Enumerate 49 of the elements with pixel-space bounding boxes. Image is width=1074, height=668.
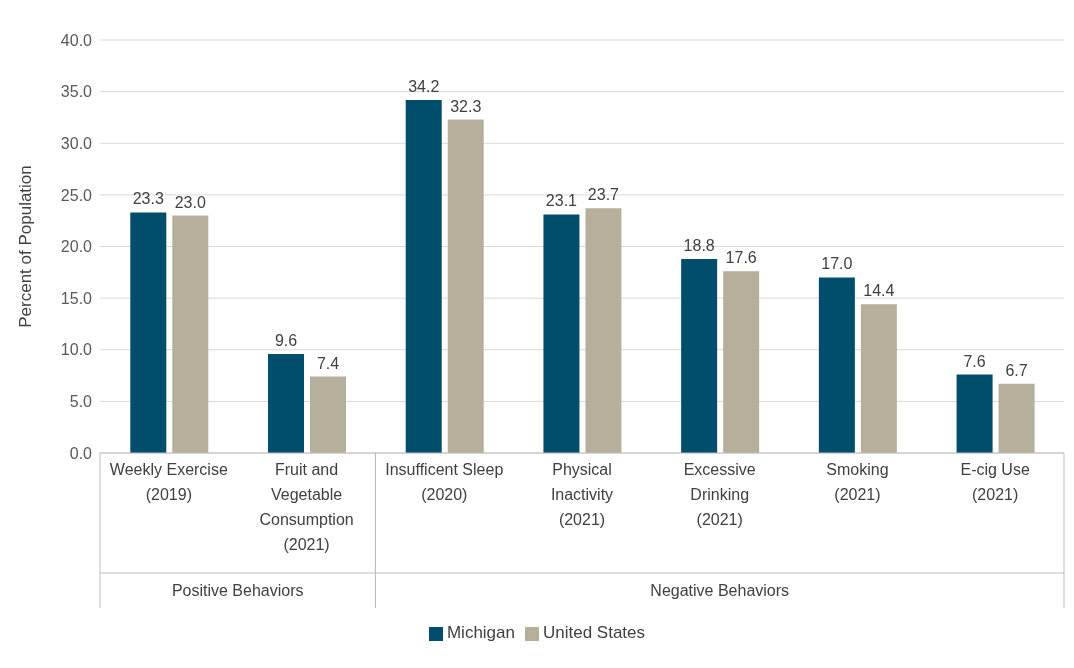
data-label: 18.8 — [683, 236, 715, 254]
text: Negative Behaviors — [650, 582, 790, 599]
y-axis-title: Percent of Population — [16, 165, 36, 328]
bar — [310, 376, 347, 453]
data-label: 7.4 — [316, 354, 340, 372]
y-tick-label: 20.0 — [60, 238, 93, 256]
x-tick-label: Smoking (2021) — [826, 461, 889, 503]
y-tick-label: 15.0 — [60, 289, 93, 307]
x-tick-label: Excessive Drinking (2021) — [683, 461, 756, 528]
x-tick-label: E-cig Use (2021) — [960, 461, 1030, 503]
bar — [998, 383, 1035, 453]
bar — [585, 208, 622, 453]
x-tick-label: Physical Inactivity (2021) — [550, 461, 614, 528]
bar — [447, 119, 484, 453]
data-label: 34.2 — [408, 77, 440, 95]
bar — [172, 215, 209, 453]
bar — [130, 212, 167, 453]
data-label: 9.6 — [274, 331, 298, 349]
y-tick-label: 0.0 — [69, 444, 93, 462]
data-label: 14.4 — [863, 282, 895, 300]
x-tick-label: Weekly Exercise (2019) — [109, 461, 228, 503]
y-tick-label: 25.0 — [60, 186, 93, 204]
data-label: 6.7 — [1005, 361, 1028, 379]
bar — [405, 99, 442, 453]
bar — [860, 304, 897, 453]
y-tick-label: 10.0 — [60, 341, 93, 359]
data-label: 17.0 — [821, 255, 853, 273]
bar — [723, 271, 760, 453]
y-tick-label: 30.0 — [60, 134, 93, 152]
data-label: 23.7 — [587, 186, 620, 204]
data-label: 17.6 — [725, 249, 757, 267]
data-label: 23.1 — [545, 192, 578, 210]
x-tick-label: Insufficent Sleep (2020) — [385, 461, 504, 503]
y-tick-label: 40.0 — [60, 31, 93, 49]
data-label: 23.3 — [132, 190, 164, 208]
y-tick-label: 5.0 — [69, 393, 93, 411]
y-tick-label: 35.0 — [60, 83, 93, 101]
bar — [543, 214, 580, 453]
text: Positive Behaviors — [171, 582, 304, 599]
bar — [956, 374, 993, 453]
bar — [681, 258, 718, 453]
bar — [268, 353, 305, 453]
bar — [818, 277, 855, 453]
data-label: 7.6 — [963, 352, 986, 370]
legend-label: Michigan — [446, 623, 515, 642]
data-label: 23.0 — [174, 193, 206, 211]
data-label: 32.3 — [450, 97, 482, 115]
x-tick-label: Fruit and Vegetable Consumption (2021) — [259, 461, 354, 553]
legend-label: United States — [542, 623, 646, 642]
